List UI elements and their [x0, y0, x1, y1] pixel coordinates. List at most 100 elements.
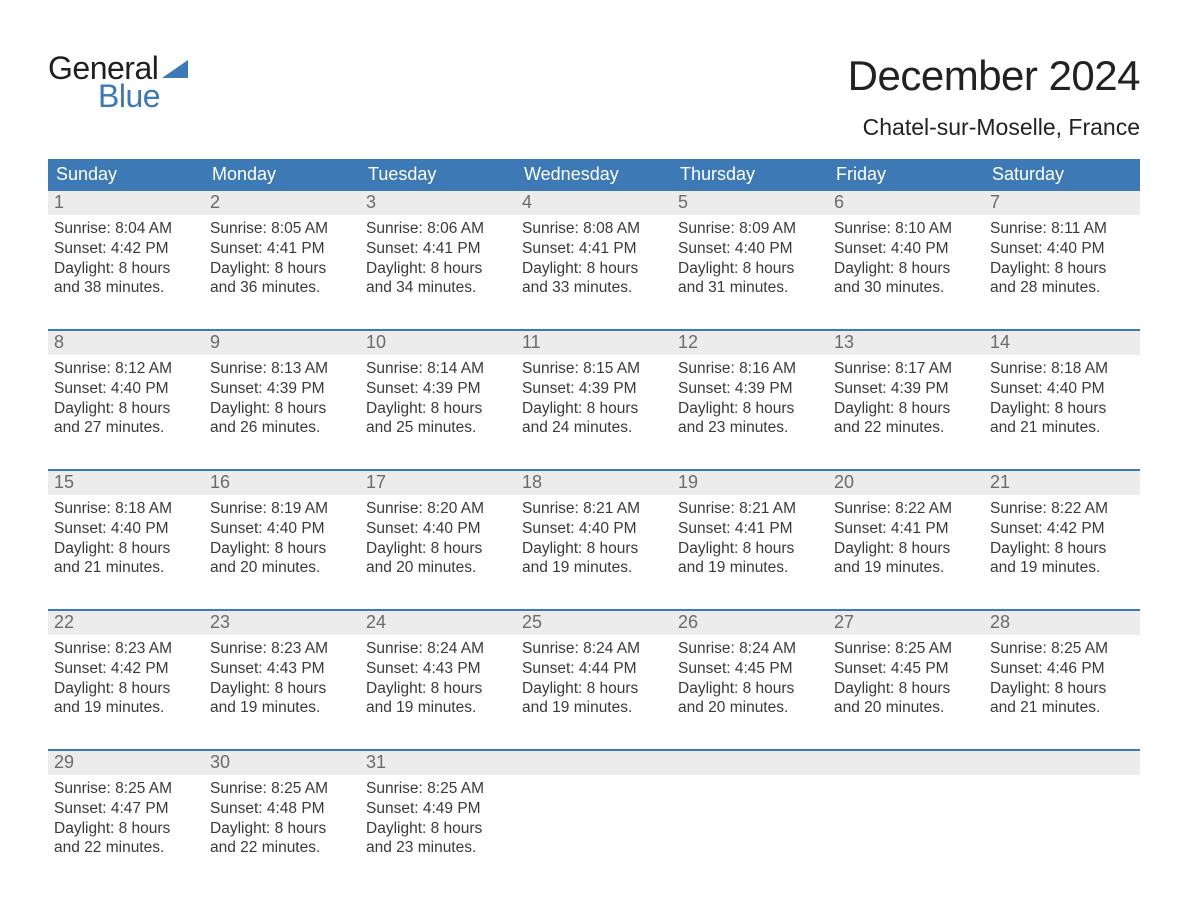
day-sunset: Sunset: 4:42 PM: [990, 519, 1134, 539]
day-number: 13: [828, 331, 984, 355]
day-sunrise: Sunrise: 8:22 AM: [834, 499, 978, 519]
day-sunset: Sunset: 4:45 PM: [834, 659, 978, 679]
day-number: 11: [516, 331, 672, 355]
day-sunset: Sunset: 4:41 PM: [210, 239, 354, 259]
day-number: 6: [828, 191, 984, 215]
day-dl2: and 30 minutes.: [834, 278, 978, 298]
day-sunset: Sunset: 4:41 PM: [678, 519, 822, 539]
day-dl2: and 19 minutes.: [54, 698, 198, 718]
day-sunset: Sunset: 4:44 PM: [522, 659, 666, 679]
day-cell: Sunrise: 8:14 AMSunset: 4:39 PMDaylight:…: [360, 355, 516, 451]
day-dl2: and 19 minutes.: [678, 558, 822, 578]
day-sunset: Sunset: 4:40 PM: [54, 519, 198, 539]
day-dl1: Daylight: 8 hours: [834, 679, 978, 699]
brand-logo: General Blue: [48, 52, 188, 112]
day-cell: Sunrise: 8:15 AMSunset: 4:39 PMDaylight:…: [516, 355, 672, 451]
day-sunset: Sunset: 4:40 PM: [834, 239, 978, 259]
day-number: 18: [516, 471, 672, 495]
calendar-week: 891011121314Sunrise: 8:12 AMSunset: 4:40…: [48, 329, 1140, 451]
day-dl1: Daylight: 8 hours: [366, 679, 510, 699]
day-dl2: and 21 minutes.: [990, 698, 1134, 718]
day-dl2: and 34 minutes.: [366, 278, 510, 298]
day-cell: Sunrise: 8:08 AMSunset: 4:41 PMDaylight:…: [516, 215, 672, 311]
day-number: 27: [828, 611, 984, 635]
location-label: Chatel-sur-Moselle, France: [848, 114, 1140, 141]
day-cell: Sunrise: 8:18 AMSunset: 4:40 PMDaylight:…: [984, 355, 1140, 451]
day-number-row: 891011121314: [48, 331, 1140, 355]
day-number: 30: [204, 751, 360, 775]
day-dl2: and 31 minutes.: [678, 278, 822, 298]
dow-saturday: Saturday: [984, 159, 1140, 191]
day-sunset: Sunset: 4:40 PM: [522, 519, 666, 539]
day-dl2: and 19 minutes.: [522, 698, 666, 718]
day-dl1: Daylight: 8 hours: [522, 399, 666, 419]
calendar-week: 293031Sunrise: 8:25 AMSunset: 4:47 PMDay…: [48, 749, 1140, 871]
dow-friday: Friday: [828, 159, 984, 191]
day-sunset: Sunset: 4:40 PM: [366, 519, 510, 539]
day-sunset: Sunset: 4:39 PM: [678, 379, 822, 399]
page-title: December 2024: [848, 52, 1140, 100]
day-dl1: Daylight: 8 hours: [366, 259, 510, 279]
day-number-row: 22232425262728: [48, 611, 1140, 635]
day-sunrise: Sunrise: 8:11 AM: [990, 219, 1134, 239]
day-dl1: Daylight: 8 hours: [54, 539, 198, 559]
day-sunset: Sunset: 4:48 PM: [210, 799, 354, 819]
day-sunrise: Sunrise: 8:23 AM: [210, 639, 354, 659]
day-cell: Sunrise: 8:16 AMSunset: 4:39 PMDaylight:…: [672, 355, 828, 451]
day-dl2: and 28 minutes.: [990, 278, 1134, 298]
day-sunrise: Sunrise: 8:21 AM: [678, 499, 822, 519]
day-dl2: and 23 minutes.: [366, 838, 510, 858]
day-cell: Sunrise: 8:22 AMSunset: 4:41 PMDaylight:…: [828, 495, 984, 591]
day-dl1: Daylight: 8 hours: [366, 819, 510, 839]
day-dl1: Daylight: 8 hours: [990, 679, 1134, 699]
day-sunset: Sunset: 4:49 PM: [366, 799, 510, 819]
day-dl2: and 36 minutes.: [210, 278, 354, 298]
day-dl1: Daylight: 8 hours: [210, 259, 354, 279]
day-sunset: Sunset: 4:41 PM: [366, 239, 510, 259]
day-sunrise: Sunrise: 8:15 AM: [522, 359, 666, 379]
day-cell: Sunrise: 8:20 AMSunset: 4:40 PMDaylight:…: [360, 495, 516, 591]
day-cell: Sunrise: 8:24 AMSunset: 4:43 PMDaylight:…: [360, 635, 516, 731]
day-dl1: Daylight: 8 hours: [54, 259, 198, 279]
day-dl2: and 25 minutes.: [366, 418, 510, 438]
day-dl2: and 38 minutes.: [54, 278, 198, 298]
day-dl2: and 19 minutes.: [210, 698, 354, 718]
weeks-container: 1234567Sunrise: 8:04 AMSunset: 4:42 PMDa…: [48, 191, 1140, 871]
day-number: [984, 751, 1140, 775]
day-content-row: Sunrise: 8:18 AMSunset: 4:40 PMDaylight:…: [48, 495, 1140, 591]
day-cell: Sunrise: 8:04 AMSunset: 4:42 PMDaylight:…: [48, 215, 204, 311]
day-number: [672, 751, 828, 775]
day-sunrise: Sunrise: 8:14 AM: [366, 359, 510, 379]
dow-thursday: Thursday: [672, 159, 828, 191]
day-dl2: and 19 minutes.: [522, 558, 666, 578]
day-sunset: Sunset: 4:43 PM: [210, 659, 354, 679]
day-sunset: Sunset: 4:39 PM: [834, 379, 978, 399]
day-cell: Sunrise: 8:21 AMSunset: 4:41 PMDaylight:…: [672, 495, 828, 591]
day-number: 21: [984, 471, 1140, 495]
day-sunrise: Sunrise: 8:12 AM: [54, 359, 198, 379]
day-cell: Sunrise: 8:05 AMSunset: 4:41 PMDaylight:…: [204, 215, 360, 311]
day-number: 1: [48, 191, 204, 215]
day-dl2: and 33 minutes.: [522, 278, 666, 298]
day-number: 12: [672, 331, 828, 355]
day-dl1: Daylight: 8 hours: [990, 399, 1134, 419]
day-dl2: and 20 minutes.: [834, 698, 978, 718]
day-sunset: Sunset: 4:39 PM: [366, 379, 510, 399]
day-number: 19: [672, 471, 828, 495]
day-cell: Sunrise: 8:22 AMSunset: 4:42 PMDaylight:…: [984, 495, 1140, 591]
day-sunset: Sunset: 4:39 PM: [210, 379, 354, 399]
day-sunrise: Sunrise: 8:22 AM: [990, 499, 1134, 519]
sail-icon: [162, 60, 188, 78]
day-number: 3: [360, 191, 516, 215]
day-sunset: Sunset: 4:43 PM: [366, 659, 510, 679]
day-number: 29: [48, 751, 204, 775]
day-cell: Sunrise: 8:13 AMSunset: 4:39 PMDaylight:…: [204, 355, 360, 451]
day-dl1: Daylight: 8 hours: [522, 539, 666, 559]
day-number: 24: [360, 611, 516, 635]
day-cell: Sunrise: 8:25 AMSunset: 4:48 PMDaylight:…: [204, 775, 360, 871]
day-dl1: Daylight: 8 hours: [990, 539, 1134, 559]
day-cell: Sunrise: 8:17 AMSunset: 4:39 PMDaylight:…: [828, 355, 984, 451]
day-number: 7: [984, 191, 1140, 215]
day-number-row: 293031: [48, 751, 1140, 775]
calendar: Sunday Monday Tuesday Wednesday Thursday…: [48, 159, 1140, 871]
